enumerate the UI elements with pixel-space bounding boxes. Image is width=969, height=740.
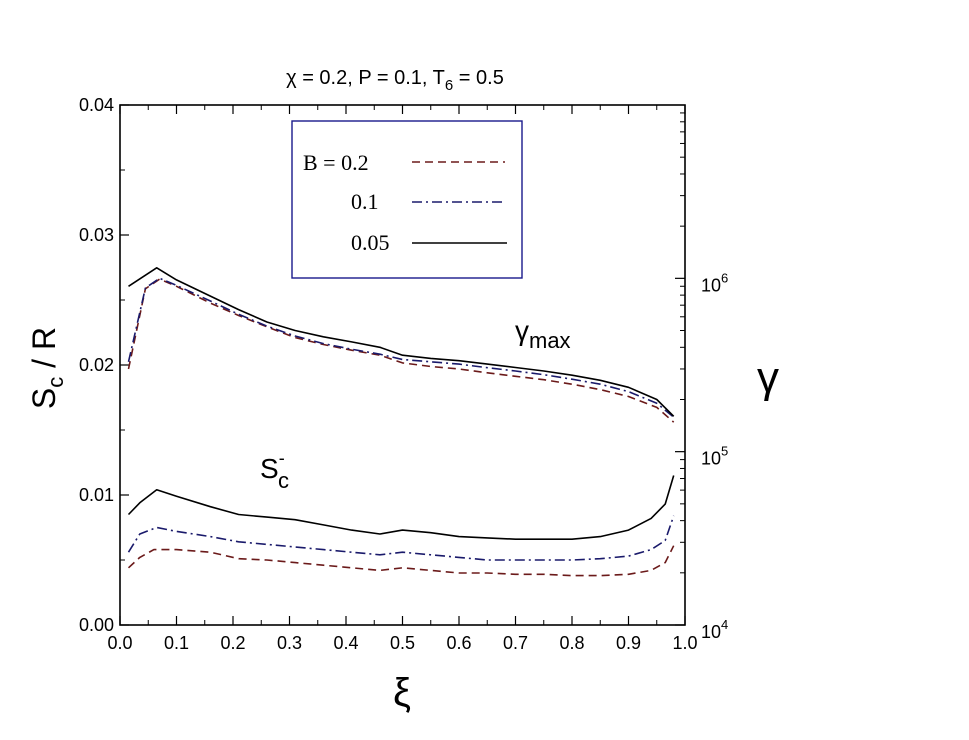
annotation-gamma-max: γmax — [515, 315, 571, 353]
y-right-tick-base: 10 — [701, 275, 721, 295]
y-right-tick-label: 105 — [701, 444, 728, 469]
series-layer — [127, 266, 675, 577]
series-line-s-c-b005 — [127, 475, 675, 541]
y-left-tick-label: 0.01 — [79, 485, 114, 505]
legend-box — [291, 120, 523, 279]
y-right-tick-exponent: 4 — [721, 617, 728, 632]
y-right-axis-label: γ — [757, 353, 779, 402]
y-right-tick-label: 106 — [701, 270, 728, 295]
x-tick-label: 0.7 — [503, 633, 528, 653]
title-subscript: 6 — [445, 77, 453, 94]
y-right-tick-base: 10 — [701, 449, 721, 469]
y-right-tick-exponent: 5 — [721, 444, 728, 459]
series-line-gamma-max-b005 — [128, 266, 675, 417]
annotation-gamma-sub: max — [529, 328, 571, 353]
y-left-label-suffix: / R — [26, 327, 62, 377]
x-tick-label: 0.3 — [277, 633, 302, 653]
chart-title: χ = 0.2, P = 0.1, T6 = 0.5 — [286, 67, 504, 94]
annotation-gamma-main: γ — [515, 315, 529, 346]
series-line-gamma-max-b01 — [127, 277, 675, 418]
annotation-sc-sub: c — [278, 468, 289, 493]
x-tick-label: 0.2 — [220, 633, 245, 653]
y-right-tick-base: 10 — [701, 622, 721, 642]
title-prefix: χ = 0.2, P = 0.1, T — [286, 67, 445, 89]
x-tick-label: 0.0 — [107, 633, 132, 653]
x-tick-label: 1.0 — [672, 633, 697, 653]
x-axis: 0.0 0.1 0.2 0.3 0.4 0.5 0.6 0.7 0.8 0.9 1.0 — [107, 105, 698, 653]
y-left-tick-label: 0.00 — [79, 615, 114, 635]
annotation-sc-main: S — [260, 453, 279, 484]
x-axis-label: ξ — [393, 671, 411, 715]
series-line-s-c-b02 — [127, 545, 675, 577]
legend-label-b005: 0.05 — [351, 230, 390, 255]
x-tick-label: 0.6 — [446, 633, 471, 653]
annotation-sc-sup: - — [279, 448, 285, 468]
legend: B = 0.2 0.1 0.05 — [291, 120, 523, 279]
y-left-tick-label: 0.02 — [79, 355, 114, 375]
series-line-gamma-max-b02 — [127, 278, 675, 423]
x-tick-label: 0.1 — [164, 633, 189, 653]
y-left-tick-label: 0.04 — [79, 95, 114, 115]
y-left-tick-label: 0.03 — [79, 225, 114, 245]
x-tick-label: 0.5 — [390, 633, 415, 653]
y-left-axis: 0.00 0.01 0.02 0.03 0.04 — [79, 95, 129, 635]
y-right-tick-exponent: 6 — [721, 270, 728, 285]
x-tick-label: 0.8 — [559, 633, 584, 653]
legend-label-b01: 0.1 — [351, 189, 379, 214]
y-right-tick-label: 104 — [701, 617, 728, 642]
x-tick-label: 0.9 — [616, 633, 641, 653]
title-suffix: = 0.5 — [453, 67, 504, 89]
x-tick-label: 0.4 — [333, 633, 358, 653]
y-left-label-main: S — [26, 388, 62, 409]
annotation-sc: S-c — [260, 448, 289, 493]
y-left-axis-label: Sc / R — [26, 327, 68, 409]
y-left-label-sub: c — [43, 377, 68, 388]
legend-label-b02: B = 0.2 — [303, 150, 369, 175]
series-line-s-c-b01 — [127, 515, 675, 561]
